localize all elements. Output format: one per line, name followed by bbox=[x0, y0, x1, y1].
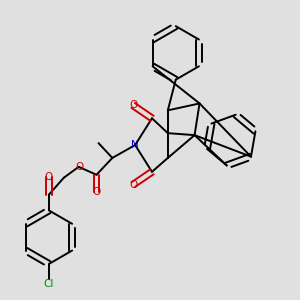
Text: O: O bbox=[76, 162, 84, 172]
Text: O: O bbox=[129, 100, 137, 110]
Text: O: O bbox=[92, 187, 101, 196]
Text: N: N bbox=[131, 140, 139, 150]
Text: Cl: Cl bbox=[44, 279, 54, 289]
Text: O: O bbox=[45, 172, 53, 182]
Text: O: O bbox=[129, 180, 137, 190]
